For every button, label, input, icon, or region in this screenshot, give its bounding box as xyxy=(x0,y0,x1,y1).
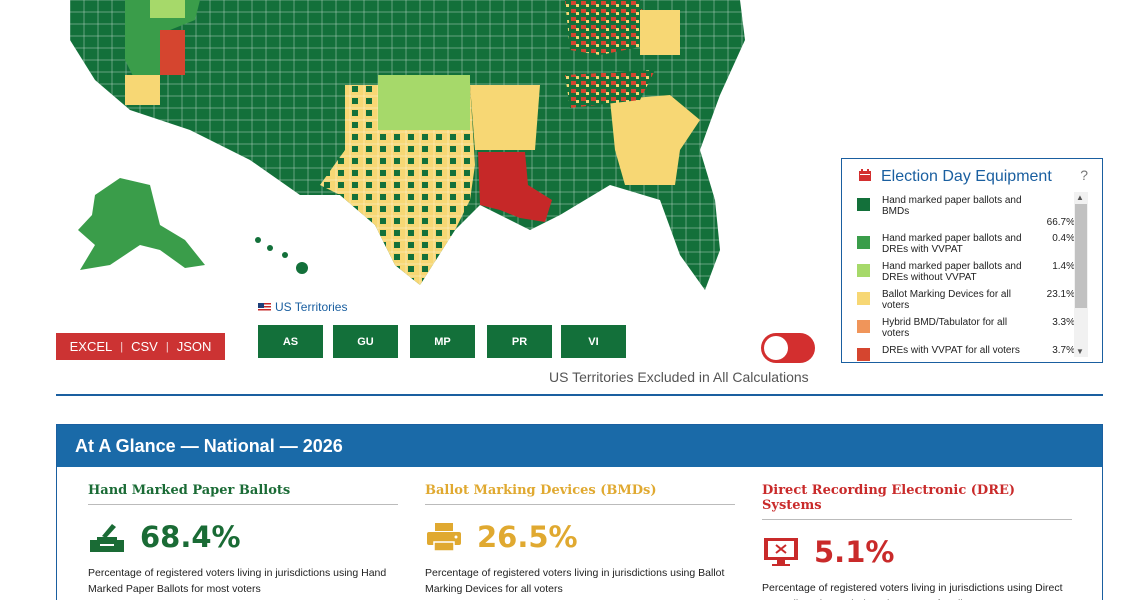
scroll-down-icon[interactable]: ▼ xyxy=(1076,347,1084,356)
territory-button-vi[interactable]: VI xyxy=(561,325,626,358)
section-divider xyxy=(56,394,1103,396)
legend-item-value: 23.1% xyxy=(1046,289,1075,300)
territory-button-mp[interactable]: MP xyxy=(410,325,475,358)
glance-column-bmd: Ballot Marking Devices (BMDs) 26.5% Perc… xyxy=(425,483,735,597)
territory-button-gu[interactable]: GU xyxy=(333,325,398,358)
territories-heading: US Territories xyxy=(258,300,347,314)
printer-icon xyxy=(427,523,461,552)
at-a-glance-panel: At A Glance — National — 2026 Hand Marke… xyxy=(56,424,1103,600)
legend-swatch xyxy=(857,292,870,305)
legend-item-label: Hand marked paper ballots and DREs witho… xyxy=(882,261,1022,283)
glance-column-description: Percentage of registered voters living i… xyxy=(762,582,1063,600)
legend-item-value: 1.4% xyxy=(1052,261,1075,272)
map-region-alaska xyxy=(78,178,205,270)
map-region-louisiana xyxy=(478,152,552,222)
legend-item-label: Ballot Marking Devices for all voters xyxy=(882,289,1011,311)
glance-column-title: Ballot Marking Devices (BMDs) xyxy=(425,483,735,505)
glance-column-percent: 68.4% xyxy=(140,520,241,554)
legend-swatch xyxy=(857,198,870,211)
legend-item-value: 0.4% xyxy=(1052,233,1075,244)
legend-scrollbar[interactable]: ▲ ▼ xyxy=(1074,192,1088,357)
legend-swatch xyxy=(857,236,870,249)
map-region-midwest xyxy=(565,0,650,55)
glance-column-percent: 5.1% xyxy=(814,535,895,569)
glance-column-title: Direct Recording Electronic (DRE) System… xyxy=(762,483,1072,520)
territory-button-as[interactable]: AS xyxy=(258,325,323,358)
glance-column-title: Hand Marked Paper Ballots xyxy=(88,483,398,505)
glance-column-percent: 26.5% xyxy=(477,520,578,554)
us-flag-icon xyxy=(258,302,271,312)
legend-item-value: 66.7% xyxy=(1046,217,1075,228)
scroll-up-icon[interactable]: ▲ xyxy=(1076,193,1084,202)
map-region-kansas xyxy=(378,75,470,130)
legend-swatch xyxy=(857,264,870,277)
map-region-hawaii xyxy=(255,237,308,274)
toggle-knob xyxy=(764,336,788,360)
legend-item[interactable]: Hand marked paper ballots and BMDs 66.7% xyxy=(857,195,1075,228)
glance-column-description: Percentage of registered voters living i… xyxy=(88,567,387,595)
export-bar: EXCEL | CSV | JSON xyxy=(56,333,225,360)
monitor-x-icon xyxy=(764,538,798,566)
calendar-icon xyxy=(859,169,871,181)
map-region-missouri xyxy=(470,85,540,150)
glance-column-description: Percentage of registered voters living i… xyxy=(425,567,725,595)
legend-title: Election Day Equipment xyxy=(881,168,1052,185)
legend-item-label: Hybrid BMD/Tabulator for all voters xyxy=(882,317,1008,339)
legend-item-label: Hand marked paper ballots and DREs with … xyxy=(882,233,1022,255)
export-separator: | xyxy=(120,340,124,353)
legend-item-value: 3.7% xyxy=(1052,345,1075,356)
export-excel-link[interactable]: EXCEL xyxy=(69,339,113,354)
legend-item-label: Hand marked paper ballots and BMDs xyxy=(882,195,1022,217)
help-icon[interactable]: ? xyxy=(1080,167,1088,183)
ballot-box-icon xyxy=(90,524,124,552)
legend-item-value: 3.3% xyxy=(1052,317,1075,328)
territories-excluded-caption: US Territories Excluded in All Calculati… xyxy=(549,369,809,385)
territory-button-pr[interactable]: PR xyxy=(487,325,552,358)
map-region-texas xyxy=(320,85,475,285)
legend-item-label: DREs with VVPAT for all voters xyxy=(882,345,1020,356)
map-region-georgia xyxy=(610,95,700,185)
map-region-tennessee xyxy=(565,70,655,108)
glance-column-dre: Direct Recording Electronic (DRE) System… xyxy=(762,483,1072,600)
territories-toggle[interactable] xyxy=(761,333,815,363)
legend-panel: Election Day Equipment ? Hand marked pap… xyxy=(841,158,1103,363)
scrollbar-thumb[interactable] xyxy=(1075,204,1087,308)
legend-swatch xyxy=(857,320,870,333)
legend-swatch xyxy=(857,348,870,361)
glance-column-paper: Hand Marked Paper Ballots 68.4% Percenta… xyxy=(88,483,398,597)
export-json-link[interactable]: JSON xyxy=(176,339,212,354)
export-separator: | xyxy=(165,340,169,353)
territories-label: US Territories xyxy=(275,300,348,314)
us-equipment-map[interactable] xyxy=(0,0,760,300)
at-a-glance-title: At A Glance — National — 2026 xyxy=(57,425,1102,467)
export-csv-link[interactable]: CSV xyxy=(131,339,158,354)
